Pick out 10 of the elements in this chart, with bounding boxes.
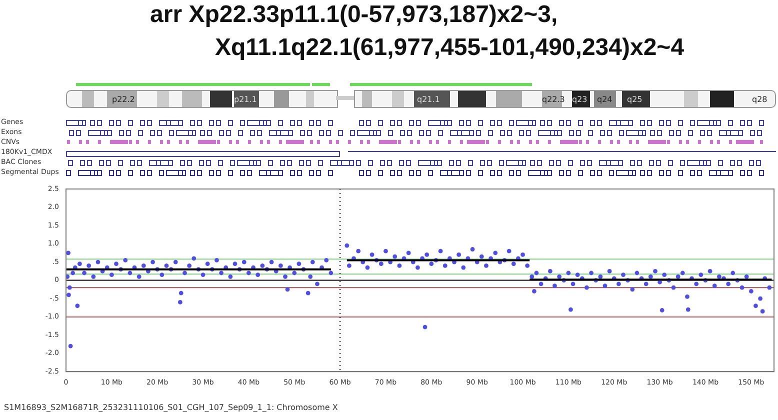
text: S1M16893_S2M16871R_253231110106_S01_CGH_107_Sep09_1_1: Chromosome X xyxy=(4,403,338,412)
text: p22.2 xyxy=(112,95,135,104)
text: p21.1 xyxy=(234,95,257,104)
text: q21.1 xyxy=(417,95,440,104)
chart-title: arr Xp22.33p11.1(0-57,973,187)x2~3, Xq11.1q22.1(61,977,455-101,490,234)x2~4 xyxy=(150,0,684,63)
text: q28 xyxy=(752,95,768,104)
text: q24 xyxy=(597,95,612,104)
text: q25 xyxy=(627,95,642,104)
text: q23 xyxy=(572,95,588,104)
text: q22.3 xyxy=(542,95,565,104)
